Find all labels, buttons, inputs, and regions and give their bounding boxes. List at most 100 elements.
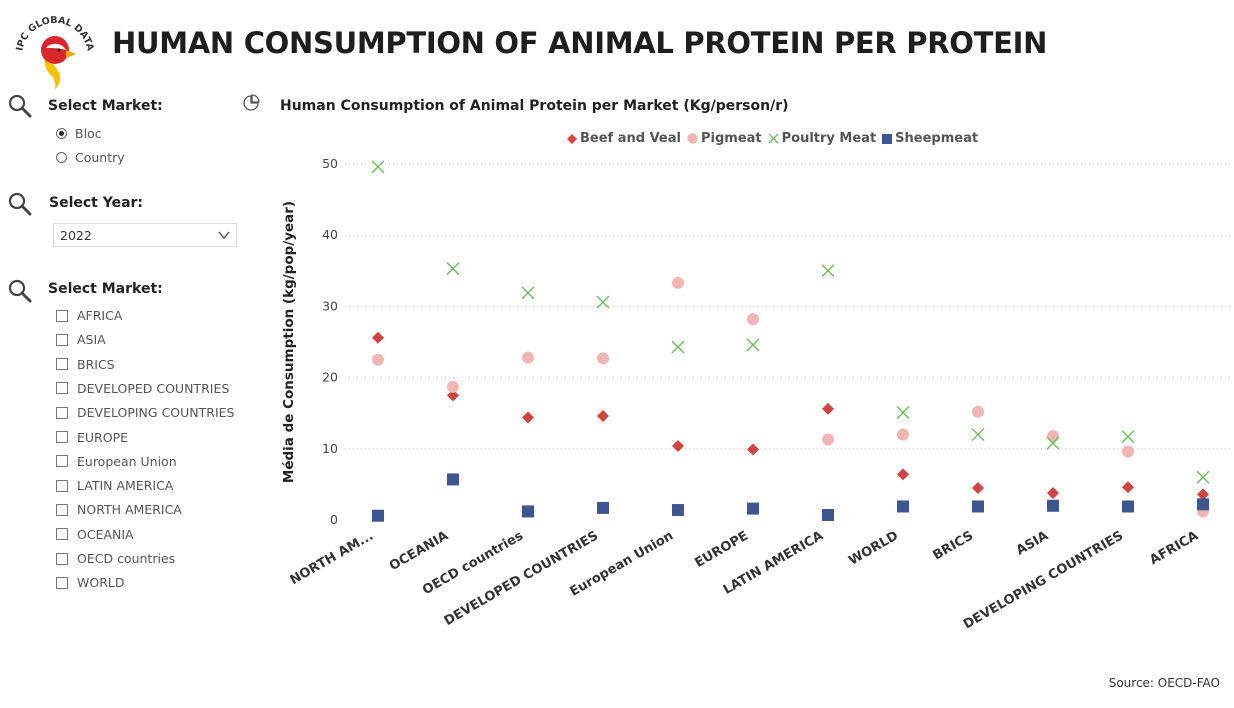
year-dropdown[interactable]: 2022 [53, 223, 237, 247]
checkbox[interactable] [56, 528, 68, 541]
point-beef-and-veal[interactable] [747, 443, 759, 456]
legend-beef-label: Beef and Veal [580, 131, 681, 146]
x-tick-label: EUROPE [692, 528, 751, 570]
market-option-label: European Union [77, 453, 177, 469]
point-poultry-meat[interactable] [746, 338, 760, 352]
point-sheepmeat[interactable] [522, 505, 534, 518]
market-option-oecd-countries[interactable]: OECD countries [56, 551, 175, 566]
point-poultry-meat[interactable] [896, 405, 910, 419]
market-option-label: BRICS [77, 356, 115, 372]
market-option-label: OECD countries [77, 551, 176, 566]
checkbox[interactable] [56, 576, 68, 589]
point-poultry-meat[interactable] [1046, 436, 1060, 450]
point-beef-and-veal[interactable] [672, 439, 684, 452]
market-option-brics[interactable]: BRICS [56, 357, 115, 372]
point-beef-and-veal[interactable] [597, 410, 609, 423]
point-pigmeat[interactable] [972, 405, 984, 418]
point-sheepmeat[interactable] [747, 502, 759, 515]
point-beef-and-veal[interactable] [447, 389, 459, 402]
point-beef-and-veal[interactable] [1047, 486, 1059, 499]
market-option-latin-america[interactable]: LATIN AMERICA [56, 478, 173, 493]
market-type-label: Select Market: [48, 98, 163, 114]
checkbox[interactable] [56, 333, 68, 346]
point-poultry-meat[interactable] [371, 160, 385, 174]
point-sheepmeat[interactable] [1197, 498, 1209, 511]
y-tick-label: 40 [322, 227, 338, 242]
market-option-label: EUROPE [77, 429, 129, 445]
market-option-european-union[interactable]: European Union [56, 454, 177, 469]
point-poultry-meat[interactable] [821, 264, 835, 278]
point-sheepmeat[interactable] [372, 509, 384, 522]
point-beef-and-veal[interactable] [1197, 488, 1209, 501]
radio-country-indicator[interactable] [56, 152, 67, 163]
point-beef-and-veal[interactable] [822, 402, 834, 415]
point-beef-and-veal[interactable] [1122, 481, 1134, 494]
x-tick-label: BRICS [930, 528, 976, 563]
market-option-world[interactable]: WORLD [56, 575, 124, 590]
point-pigmeat[interactable] [372, 353, 384, 366]
point-pigmeat[interactable] [597, 352, 609, 365]
point-pigmeat[interactable] [447, 380, 459, 393]
point-beef-and-veal[interactable] [372, 331, 384, 344]
market-option-developed-countries[interactable]: DEVELOPED COUNTRIES [56, 381, 229, 396]
radio-bloc-label: Bloc [75, 126, 102, 141]
checkbox[interactable] [56, 479, 68, 492]
point-poultry-meat[interactable] [671, 340, 685, 354]
point-sheepmeat[interactable] [447, 473, 459, 486]
market-option-africa[interactable]: AFRICA [56, 308, 122, 323]
point-beef-and-veal[interactable] [897, 468, 909, 481]
market-list-label: Select Market: [48, 281, 163, 297]
market-option-europe[interactable]: EUROPE [56, 430, 128, 445]
point-poultry-meat[interactable] [596, 295, 610, 309]
checkbox[interactable] [56, 358, 68, 371]
y-axis-label: Média de Consumption (kg/pop/year) [281, 201, 297, 483]
point-pigmeat[interactable] [747, 313, 759, 326]
point-beef-and-veal[interactable] [972, 481, 984, 494]
point-pigmeat[interactable] [897, 428, 909, 441]
search-icon [8, 279, 32, 303]
point-pigmeat[interactable] [522, 351, 534, 364]
radio-bloc[interactable]: Bloc [56, 126, 102, 141]
point-sheepmeat[interactable] [597, 501, 609, 514]
checkbox[interactable] [56, 552, 68, 565]
point-sheepmeat[interactable] [1122, 500, 1134, 513]
search-icon [8, 192, 32, 216]
radio-country[interactable]: Country [56, 150, 125, 165]
point-sheepmeat[interactable] [897, 500, 909, 513]
legend-beef-and-veal[interactable]: Beef and Veal [567, 131, 681, 146]
market-option-north-america[interactable]: NORTH AMERICA [56, 502, 182, 517]
page-title: HUMAN CONSUMPTION OF ANIMAL PROTEIN PER … [112, 26, 1048, 60]
point-beef-and-veal[interactable] [522, 411, 534, 424]
point-poultry-meat[interactable] [521, 286, 535, 300]
point-poultry-meat[interactable] [1196, 470, 1210, 484]
checkbox[interactable] [56, 406, 68, 419]
legend-poultry-label: Poultry Meat [781, 131, 877, 146]
legend-pigmeat[interactable]: Pigmeat [687, 131, 762, 146]
point-pigmeat[interactable] [1047, 429, 1059, 442]
market-option-label: ASIA [77, 332, 106, 348]
point-pigmeat[interactable] [1122, 445, 1134, 458]
point-poultry-meat[interactable] [971, 428, 985, 442]
market-option-asia[interactable]: ASIA [56, 332, 106, 347]
market-option-developing-countries[interactable]: DEVELOPING COUNTRIES [56, 405, 234, 420]
point-sheepmeat[interactable] [822, 509, 834, 522]
point-sheepmeat[interactable] [1047, 499, 1059, 512]
checkbox[interactable] [56, 309, 68, 322]
point-poultry-meat[interactable] [446, 262, 460, 276]
y-tick-label: 0 [330, 512, 338, 527]
point-poultry-meat[interactable] [1121, 430, 1135, 444]
radio-bloc-indicator[interactable] [56, 128, 67, 139]
point-sheepmeat[interactable] [972, 500, 984, 513]
year-value: 2022 [60, 227, 92, 243]
point-pigmeat[interactable] [672, 276, 684, 289]
market-option-oceania[interactable]: OCEANIA [56, 527, 134, 542]
point-pigmeat[interactable] [822, 433, 834, 446]
checkbox[interactable] [56, 431, 68, 443]
checkbox[interactable] [56, 455, 68, 468]
checkbox[interactable] [56, 503, 68, 516]
checkbox[interactable] [56, 382, 68, 395]
legend-poultry-meat[interactable]: Poultry Meat [768, 131, 877, 146]
market-option-label: NORTH AMERICA [77, 502, 182, 518]
legend-sheepmeat[interactable]: Sheepmeat [882, 131, 978, 146]
point-sheepmeat[interactable] [672, 504, 684, 517]
